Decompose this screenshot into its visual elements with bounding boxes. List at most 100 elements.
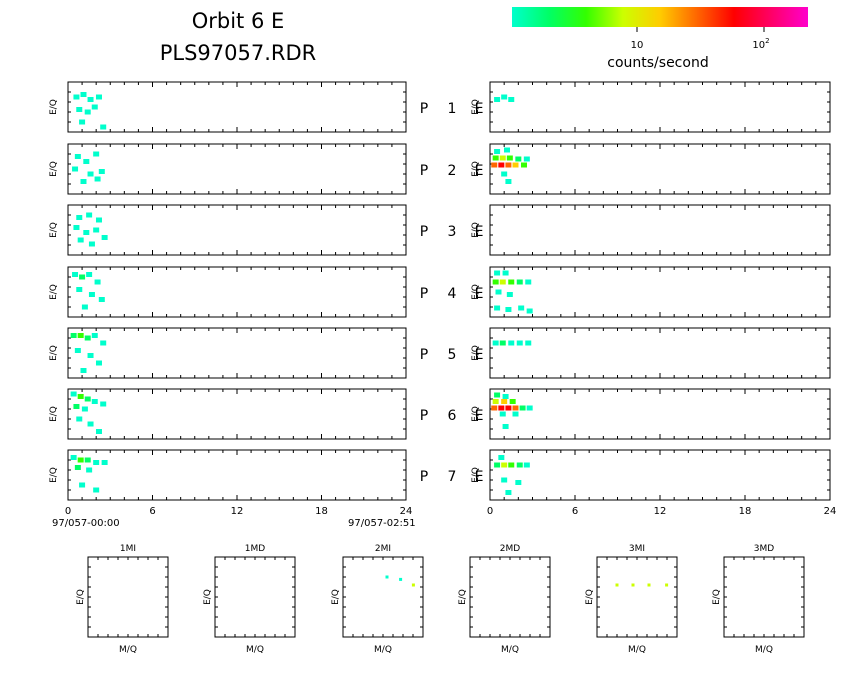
- colorbar-tick-100: 102: [752, 37, 769, 51]
- heat-cell: [92, 399, 98, 404]
- row-label-2: P 2 E: [420, 163, 484, 179]
- mass-plot-y-label: E/Q: [203, 589, 213, 605]
- strip-panels: E/Q E/QE/Q E/QE/Q E/QE/Q E/QE/Q E/QE/Q E/QE/Q E…: [49, 82, 830, 500]
- mass-plot-3MI: 3MI E/Q M/Q: [585, 544, 677, 655]
- heat-cell: [501, 172, 507, 177]
- heat-cell: [494, 271, 500, 276]
- row-label-p: P: [420, 347, 428, 363]
- strip-panel-left-7: E/Q: [49, 450, 406, 500]
- heat-cell: [498, 455, 504, 460]
- heat-cell: [525, 280, 531, 285]
- heat-cell: [85, 336, 91, 341]
- heat-cell: [80, 92, 86, 97]
- heat-cell: [508, 463, 514, 468]
- heat-cell: [508, 280, 514, 285]
- heat-cell: [88, 172, 94, 177]
- mass-plot-x-label: M/Q: [755, 645, 773, 655]
- mass-plot-3MD: 3MD E/Q M/Q: [712, 544, 804, 655]
- heat-cell: [527, 406, 533, 411]
- strip-y-label: E/Q: [49, 222, 59, 238]
- heat-cell: [493, 280, 499, 285]
- mass-plot-frame: [343, 557, 423, 637]
- strip-panel-left-6: E/Q: [49, 389, 406, 439]
- row-label-number: 7: [448, 469, 457, 485]
- strip-y-label: E/Q: [49, 467, 59, 483]
- x-tick-label: 24: [824, 506, 837, 517]
- strip-panel-left-4: E/Q: [49, 267, 406, 317]
- strip-panel-left-1: E/Q: [49, 82, 406, 132]
- heat-cell: [76, 287, 82, 292]
- row-label-p: P: [420, 469, 428, 485]
- heat-cell: [79, 275, 85, 280]
- row-label-4: P4E: [420, 286, 484, 302]
- mass-plot-x-label: M/Q: [501, 645, 519, 655]
- row-label-e: E: [475, 408, 484, 424]
- row-label-p: P: [420, 224, 428, 240]
- x-tick-label: 12: [231, 506, 244, 517]
- heat-cell: [498, 406, 504, 411]
- mass-plot-frame: [597, 557, 677, 637]
- heat-cell: [93, 488, 99, 493]
- heat-cell: [500, 280, 506, 285]
- heat-cell: [505, 307, 511, 312]
- heat-cell: [96, 218, 102, 223]
- row-label-e: E: [475, 101, 484, 117]
- row-label-3: P 3 E: [420, 224, 484, 240]
- heat-cell: [89, 242, 95, 247]
- strip-panel-right-3: E/Q: [471, 205, 830, 255]
- x-tick-label: 24: [400, 506, 413, 517]
- mass-plot-title: 1MI: [120, 544, 136, 554]
- heat-cell: [515, 480, 521, 485]
- row-label-p: P: [420, 101, 428, 117]
- heat-cell: [102, 460, 108, 465]
- panel-frame: [490, 267, 830, 317]
- heat-cell: [78, 333, 84, 338]
- row-label-7: P 7 E: [420, 469, 484, 485]
- heat-cell: [100, 125, 106, 130]
- mass-plot-title: 3MI: [629, 544, 645, 554]
- heat-cell: [71, 392, 77, 397]
- mass-plots: 1MI E/Q M/Q 1MD E/Q M/Q 2MI E/Q M/Q 2MD E/Q M/Q 3MI E…: [76, 544, 804, 655]
- mass-point: [632, 584, 635, 587]
- strip-y-label: E/Q: [49, 161, 59, 177]
- row-labels: P 1 EP 2 EP 3 EP 4 EP 5 EP 6 EP 7 E: [420, 101, 484, 485]
- row-label-e: E: [475, 286, 484, 302]
- heat-cell: [85, 110, 91, 115]
- mass-plot-frame: [88, 557, 168, 637]
- colorbar-gradient: [512, 7, 808, 27]
- panel-frame: [68, 328, 406, 378]
- heat-cell: [500, 156, 506, 161]
- heat-cell: [503, 394, 509, 399]
- heat-cell: [85, 397, 91, 402]
- row-label-number: 3: [448, 224, 457, 240]
- heat-cell: [92, 333, 98, 338]
- heat-cell: [96, 429, 102, 434]
- heat-cell: [527, 309, 533, 314]
- heat-cell: [501, 95, 507, 100]
- heat-cell: [86, 468, 92, 473]
- row-label-number: 6: [448, 408, 457, 424]
- heat-cell: [78, 458, 84, 463]
- heat-cell: [508, 341, 514, 346]
- mass-point: [616, 584, 619, 587]
- heat-cell: [89, 292, 95, 297]
- heat-cell: [92, 105, 98, 110]
- heat-cell: [501, 478, 507, 483]
- mass-plot-y-label: E/Q: [76, 589, 86, 605]
- heat-cell: [96, 361, 102, 366]
- strip-panel-right-7: E/Q: [471, 450, 830, 500]
- heat-cell: [491, 406, 497, 411]
- heat-cell: [524, 157, 530, 162]
- mass-plot-y-label: E/Q: [458, 589, 468, 605]
- strip-y-label: E/Q: [49, 284, 59, 300]
- heat-cell: [76, 107, 82, 112]
- panel-frame: [490, 205, 830, 255]
- heat-cell: [525, 341, 531, 346]
- row-label-e: E: [475, 469, 484, 485]
- heat-cell: [73, 404, 79, 409]
- row-label-p: P: [420, 408, 428, 424]
- row-label-number: 1: [448, 101, 457, 117]
- mass-plot-title: 3MD: [754, 544, 774, 554]
- mass-plot-title: 2MD: [500, 544, 520, 554]
- heat-cell: [80, 179, 86, 184]
